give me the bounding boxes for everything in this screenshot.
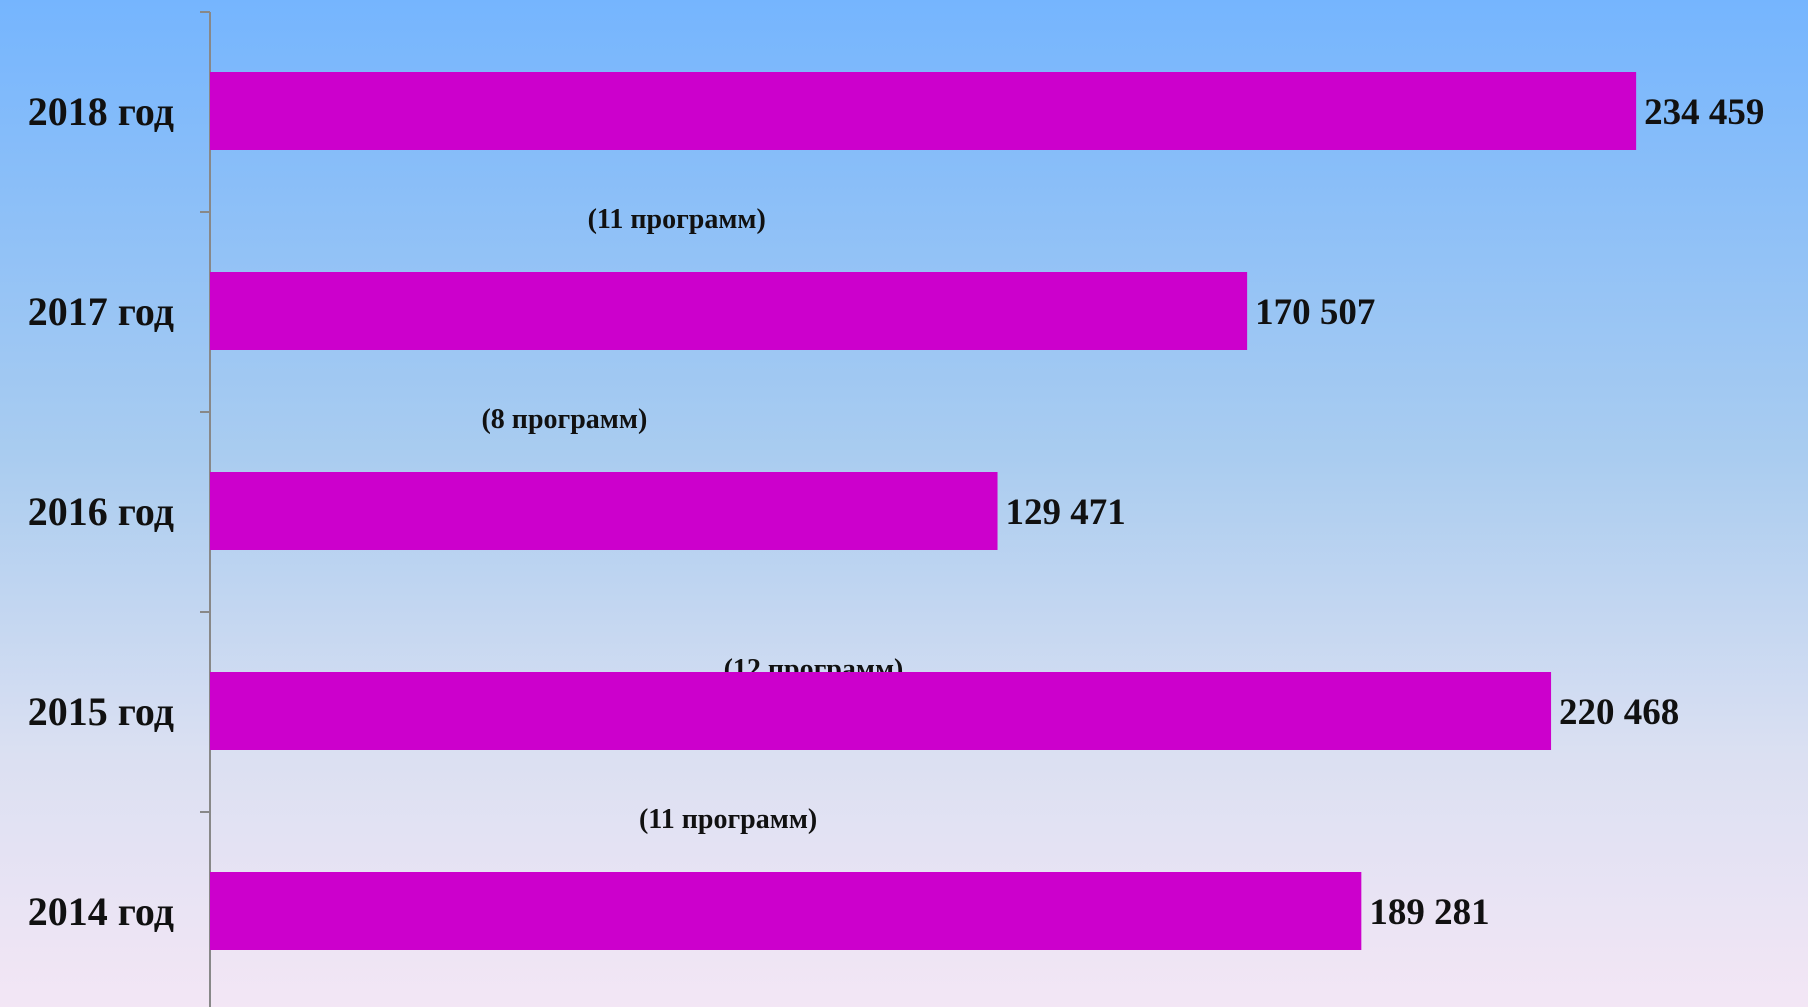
category-label: 2015 год: [28, 689, 174, 734]
bars: [210, 72, 1637, 950]
value-label: 129 471: [1006, 492, 1126, 533]
annotation-label: (11 программ): [588, 204, 766, 235]
category-label: 2014 год: [28, 889, 174, 934]
y-axis: [200, 11, 211, 1007]
value-label: 234 459: [1644, 92, 1764, 133]
value-label: 170 507: [1255, 292, 1375, 333]
bar: [210, 272, 1248, 350]
bar: [210, 472, 998, 550]
annotation-label: (8 программ): [481, 404, 647, 435]
value-label: 220 468: [1559, 692, 1679, 733]
category-label: 2018 год: [28, 89, 174, 134]
value-label: 189 281: [1369, 892, 1489, 933]
category-label: 2016 год: [28, 489, 174, 534]
annotation-label: (11 программ): [639, 804, 817, 835]
bar: [210, 72, 1637, 150]
category-label: 2017 год: [28, 289, 174, 334]
bar-overlay: [210, 672, 1552, 750]
labels: 2018 год 234 459 2017 год 170 507 (11 програ…: [28, 89, 1765, 934]
bar: [210, 872, 1362, 950]
